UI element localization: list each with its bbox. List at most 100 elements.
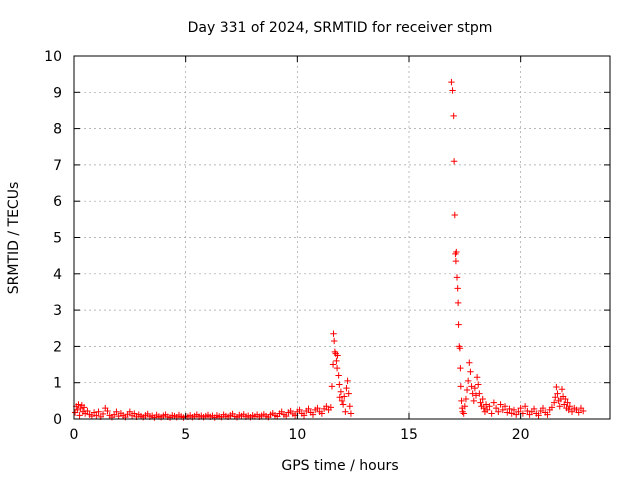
data-point bbox=[330, 330, 337, 337]
data-point bbox=[75, 401, 82, 408]
data-point bbox=[93, 412, 100, 419]
x-tick-label: 10 bbox=[288, 427, 306, 443]
data-point bbox=[449, 87, 456, 94]
data-point bbox=[131, 410, 138, 417]
data-point bbox=[473, 374, 481, 381]
data-point bbox=[328, 383, 336, 390]
data-point bbox=[282, 412, 290, 420]
data-point bbox=[499, 406, 506, 414]
data-point bbox=[479, 395, 486, 403]
y-tick-label: 7 bbox=[53, 158, 62, 174]
data-point bbox=[342, 408, 349, 415]
data-point bbox=[335, 372, 342, 379]
data-point bbox=[309, 411, 317, 418]
y-tick-label: 0 bbox=[53, 412, 62, 428]
data-point bbox=[346, 403, 354, 410]
data-point bbox=[323, 403, 330, 410]
data-point bbox=[554, 390, 561, 397]
data-point bbox=[477, 399, 484, 406]
data-point bbox=[553, 383, 560, 391]
x-tick-label: 5 bbox=[181, 427, 190, 443]
data-point bbox=[344, 377, 351, 385]
data-point bbox=[76, 412, 83, 419]
y-tick-label: 9 bbox=[53, 85, 62, 101]
data-point bbox=[457, 383, 465, 390]
data-point bbox=[99, 410, 107, 418]
data-point bbox=[515, 408, 522, 415]
data-point bbox=[524, 407, 531, 415]
data-point bbox=[552, 394, 559, 401]
y-tick-label: 4 bbox=[53, 267, 62, 283]
y-tick-label: 2 bbox=[53, 339, 62, 355]
data-point bbox=[495, 408, 502, 415]
data-point bbox=[561, 401, 568, 408]
y-tick-label: 6 bbox=[53, 194, 62, 210]
data-point bbox=[506, 405, 513, 413]
x-tick-label: 20 bbox=[512, 427, 530, 443]
data-point bbox=[480, 404, 488, 412]
data-point bbox=[341, 393, 348, 400]
data-point bbox=[84, 407, 91, 415]
y-tick-label: 8 bbox=[53, 122, 62, 138]
data-point bbox=[455, 321, 462, 328]
data-point bbox=[544, 411, 551, 418]
data-point bbox=[334, 352, 341, 359]
data-point bbox=[535, 412, 542, 419]
data-point bbox=[77, 404, 84, 412]
data-point bbox=[575, 409, 582, 416]
data-point bbox=[329, 361, 337, 368]
data-point bbox=[467, 368, 474, 376]
data-point bbox=[530, 405, 538, 413]
data-point bbox=[470, 397, 477, 405]
data-point bbox=[488, 410, 495, 417]
points bbox=[71, 78, 587, 421]
data-point bbox=[305, 405, 312, 413]
data-point bbox=[504, 409, 511, 416]
data-point bbox=[453, 274, 461, 281]
data-point bbox=[95, 408, 102, 415]
data-point bbox=[510, 406, 518, 414]
data-point bbox=[476, 390, 483, 397]
data-point bbox=[300, 412, 308, 419]
data-point bbox=[492, 404, 500, 412]
data-point bbox=[568, 408, 576, 415]
data-point bbox=[497, 401, 504, 408]
data-point bbox=[451, 211, 458, 219]
data-point bbox=[558, 386, 566, 393]
data-point bbox=[450, 158, 458, 165]
y-tick-label: 1 bbox=[53, 376, 62, 392]
data-point bbox=[521, 403, 529, 410]
data-point bbox=[462, 395, 470, 403]
y-axis-label: SRMTID / TECUs bbox=[6, 182, 22, 295]
data-point bbox=[74, 406, 81, 414]
data-point bbox=[450, 112, 457, 120]
data-point bbox=[327, 404, 335, 411]
data-point bbox=[80, 404, 88, 411]
data-point bbox=[539, 404, 547, 412]
data-point bbox=[468, 383, 475, 390]
x-axis: 0 5 10 15 20 bbox=[70, 56, 530, 443]
data-point bbox=[347, 410, 355, 417]
grid bbox=[74, 56, 610, 419]
data-point bbox=[345, 390, 352, 397]
data-point bbox=[483, 406, 491, 414]
data-point bbox=[461, 403, 469, 410]
data-point bbox=[548, 404, 556, 411]
data-point bbox=[475, 381, 482, 388]
y-axis: 0 1 2 3 4 5 6 7 8 9 10 bbox=[44, 49, 610, 428]
data-point bbox=[330, 337, 338, 345]
data-point bbox=[469, 390, 476, 397]
data-point bbox=[490, 399, 498, 406]
data-point bbox=[472, 392, 480, 399]
data-point bbox=[501, 403, 509, 410]
data-point bbox=[457, 364, 464, 372]
x-tick-label: 0 bbox=[70, 427, 79, 443]
x-tick-label: 15 bbox=[400, 427, 418, 443]
data-point bbox=[550, 399, 558, 406]
data-point bbox=[336, 394, 343, 401]
data-point bbox=[517, 404, 524, 412]
data-point bbox=[456, 345, 464, 352]
data-point bbox=[482, 401, 490, 408]
data-point bbox=[343, 384, 350, 392]
